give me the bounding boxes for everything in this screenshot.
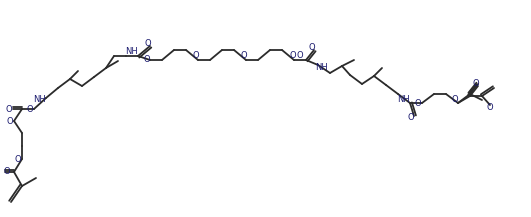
Text: NH: NH [33,95,46,105]
Text: O: O [309,43,315,53]
Text: O: O [15,155,21,163]
Text: O: O [297,51,303,61]
Text: O: O [415,99,421,107]
Text: NH: NH [126,48,139,56]
Text: O: O [408,113,414,123]
Text: NH: NH [398,95,410,105]
Text: O: O [241,51,247,61]
Text: O: O [6,105,12,113]
Text: NH: NH [315,64,328,72]
Text: O: O [144,38,151,48]
Text: O: O [144,56,150,64]
Text: O: O [193,51,199,61]
Text: O: O [7,117,13,125]
Text: O: O [473,79,479,89]
Text: O: O [290,51,296,61]
Text: O: O [4,168,10,176]
Text: O: O [487,102,493,112]
Text: O: O [452,95,458,105]
Text: O: O [27,105,33,113]
